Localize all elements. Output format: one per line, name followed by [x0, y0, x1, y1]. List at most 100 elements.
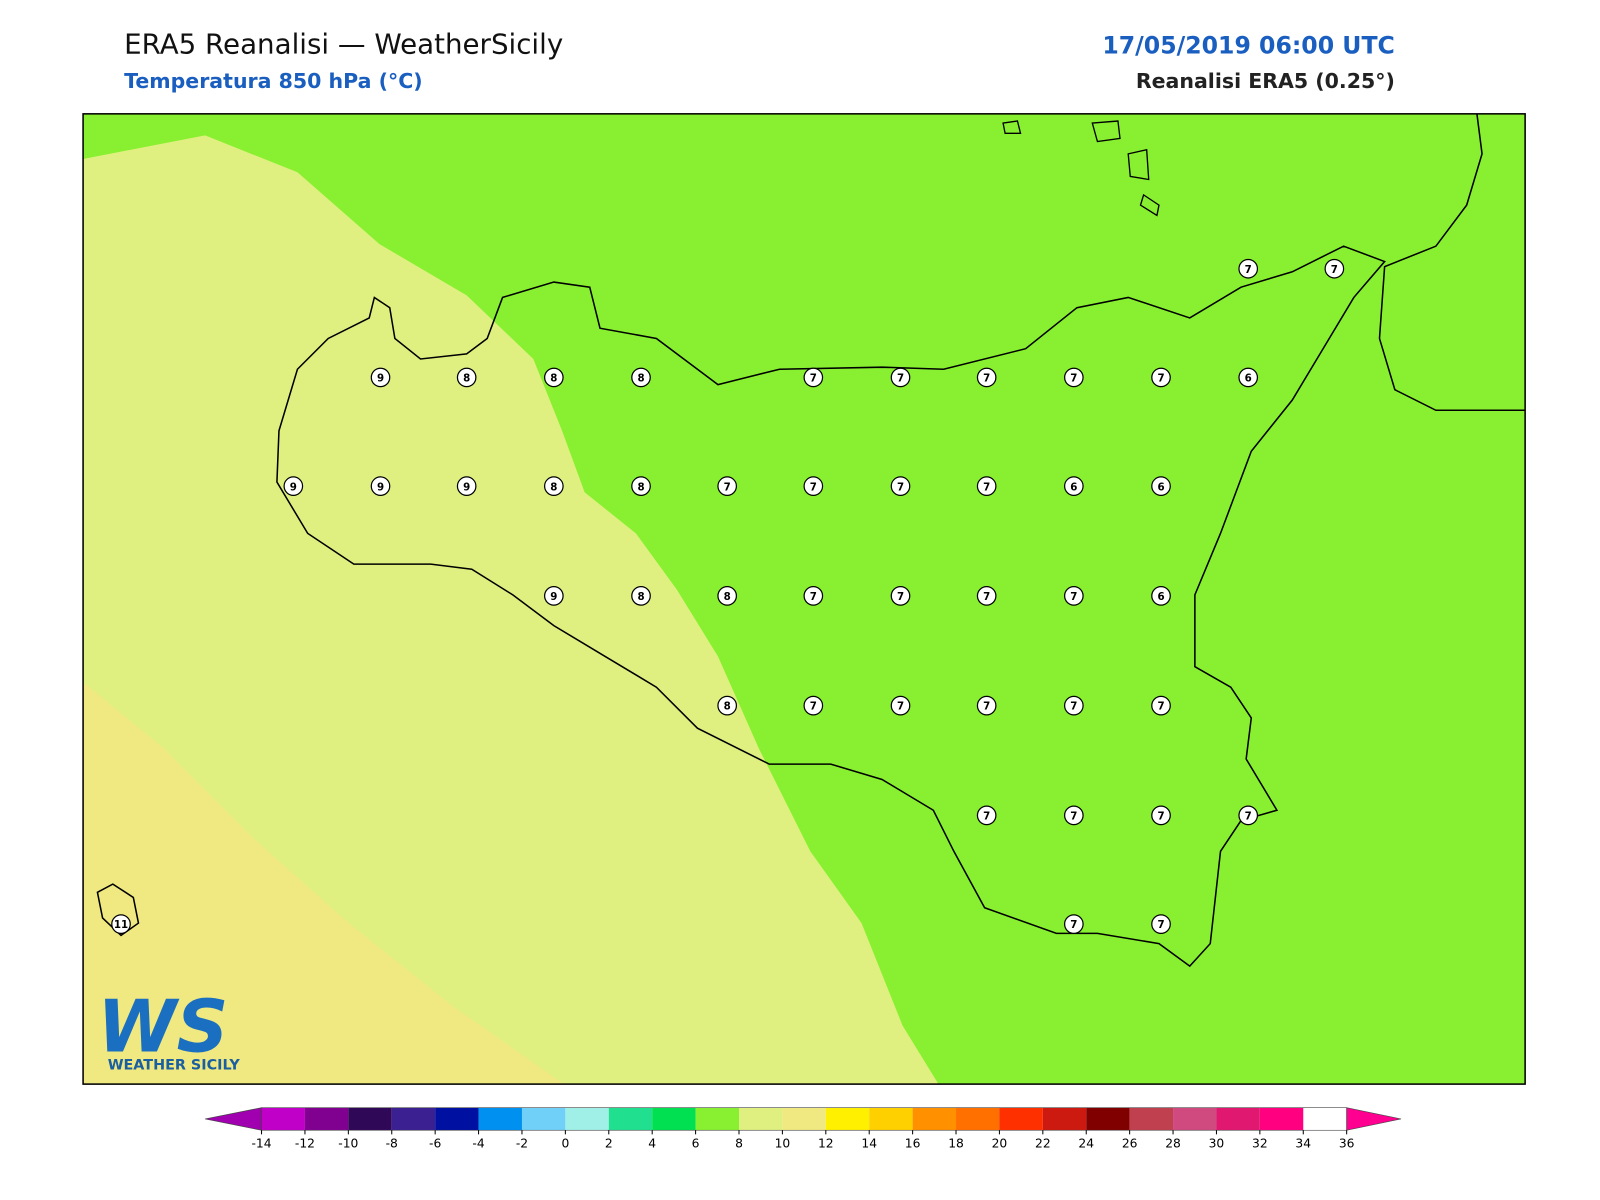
station-value: 9: [550, 591, 557, 603]
station-marker: [976, 367, 997, 388]
station-value: 7: [810, 591, 817, 603]
station-value: 7: [1157, 373, 1164, 385]
station-value: 8: [550, 373, 557, 385]
station-marker: [1151, 695, 1171, 716]
station-marker: [631, 476, 651, 496]
station-value: 8: [463, 373, 470, 385]
station-value: 9: [463, 481, 470, 493]
station-marker: [631, 367, 651, 388]
colorbar-tick-label: 20: [992, 1137, 1008, 1151]
colorbar-segment: [435, 1107, 479, 1131]
calabria-coast: [1378, 113, 1526, 412]
station-value: 6: [1157, 591, 1164, 603]
station-marker: [976, 805, 997, 826]
station-value: 7: [983, 481, 990, 493]
colorbar-tick-label: 30: [1209, 1137, 1225, 1151]
station-value: 7: [1070, 919, 1077, 931]
colorbar-tick-label: -12: [295, 1137, 315, 1151]
station-value: 6: [1070, 481, 1077, 493]
colorbar-segment: [1216, 1107, 1260, 1131]
station-marker: [370, 476, 391, 496]
colorbar-tick-label: 0: [561, 1137, 569, 1151]
station-value: 7: [1157, 810, 1164, 822]
colorbar-segment: [652, 1107, 696, 1131]
colorbar-segment: [825, 1107, 870, 1131]
colorbar-segment: [1173, 1107, 1217, 1131]
colorbar-tick-label: 6: [692, 1137, 700, 1151]
station-marker: [1151, 805, 1171, 826]
colorbar-tick-label: 32: [1252, 1137, 1268, 1151]
colorbar-segment: [1086, 1107, 1130, 1131]
station-marker: [1151, 914, 1171, 934]
station-marker: [1064, 695, 1084, 716]
station-marker: [1324, 258, 1345, 279]
source: Reanalisi ERA5 (0.25°): [1136, 69, 1395, 93]
station-marker: [1064, 914, 1084, 934]
colorbar-tick-label: 18: [948, 1137, 964, 1151]
station-marker: [717, 695, 738, 716]
station-marker: [1151, 586, 1171, 606]
station-marker: [1238, 805, 1259, 826]
colorbar-tick-label: 36: [1339, 1137, 1355, 1151]
station-marker: [976, 695, 997, 716]
colorbar: -14 -12 -10 -8 -6 -4 -2 0 2 4 6 8 10 12 14 16 18 20 22 24 26…: [205, 1107, 1402, 1151]
sicily-outline: [276, 245, 1386, 968]
colorbar-tick-label: 16: [905, 1137, 921, 1151]
colorbar-segment: [869, 1107, 913, 1131]
station-value: 7: [1157, 919, 1164, 931]
logo-mark: WS: [97, 984, 228, 1068]
station-marker: [456, 367, 477, 388]
colorbar-tick-label: 12: [818, 1137, 834, 1151]
aeolian-islands: [1002, 120, 1160, 217]
colorbar-tick-label: 14: [861, 1137, 877, 1151]
station-marker: [803, 367, 824, 388]
station-value: 7: [1245, 810, 1252, 822]
colorbar-tick-label: -4: [472, 1137, 484, 1151]
colorbar-tick-label: 4: [648, 1137, 656, 1151]
map-frame: [82, 113, 1526, 1085]
colorbar-tick-label: -2: [516, 1137, 528, 1151]
station-value: 7: [1245, 264, 1252, 276]
station-value: 11: [114, 919, 128, 931]
colorbar-tick-label: 8: [735, 1137, 743, 1151]
datetime: 17/05/2019 06:00 UTC: [1102, 31, 1394, 59]
colorbar-segment: [478, 1107, 522, 1131]
colorbar-frame: [261, 1107, 1347, 1131]
colorbar-segment: [261, 1107, 305, 1131]
station-marker: [456, 476, 477, 496]
station-marker: [717, 586, 738, 606]
colorbar-tick-label: -6: [429, 1137, 441, 1151]
station-value: 6: [1245, 373, 1252, 385]
colorbar-tick-label: 2: [605, 1137, 613, 1151]
colorbar-tick-label: 22: [1035, 1137, 1051, 1151]
station-value: 9: [377, 481, 384, 493]
station-marker: [370, 367, 391, 388]
station-marker: [283, 476, 304, 496]
colorbar-tick-label: -10: [338, 1137, 358, 1151]
station-value: 7: [1070, 373, 1077, 385]
logo: WS WEATHER SICILY: [97, 984, 240, 1073]
station-value: 7: [1070, 591, 1077, 603]
subtitle: Temperatura 850 hPa (°C): [124, 69, 423, 93]
field-10-12: [83, 682, 565, 1085]
colorbar-under: [205, 1107, 262, 1131]
colorbar-segment: [391, 1107, 436, 1131]
station-value: 7: [1070, 810, 1077, 822]
colorbar-segment: [608, 1107, 653, 1131]
station-marker: [544, 586, 564, 606]
colorbar-segment: [912, 1107, 957, 1131]
map: 9 8 8 8 7 7 7 7 7 6 7 7 9 9 9 8 8 7 7 7 7 6 6 9 8 8 7 7 7 7 6 8 7 7 7 7 7 7 7 7…: [82, 113, 1526, 1085]
station-value: 7: [897, 701, 904, 713]
station-value: 7: [810, 373, 817, 385]
station-value: 7: [897, 591, 904, 603]
station-marker: [803, 695, 824, 716]
station-marker: [111, 914, 131, 934]
station-value: 8: [637, 481, 644, 493]
colorbar-segment: [348, 1107, 392, 1131]
station-value: 7: [897, 373, 904, 385]
station-marker: [1151, 476, 1171, 496]
station-marker: [1064, 367, 1084, 388]
colorbar-tick-label: 10: [775, 1137, 791, 1151]
station-value: 9: [377, 373, 384, 385]
